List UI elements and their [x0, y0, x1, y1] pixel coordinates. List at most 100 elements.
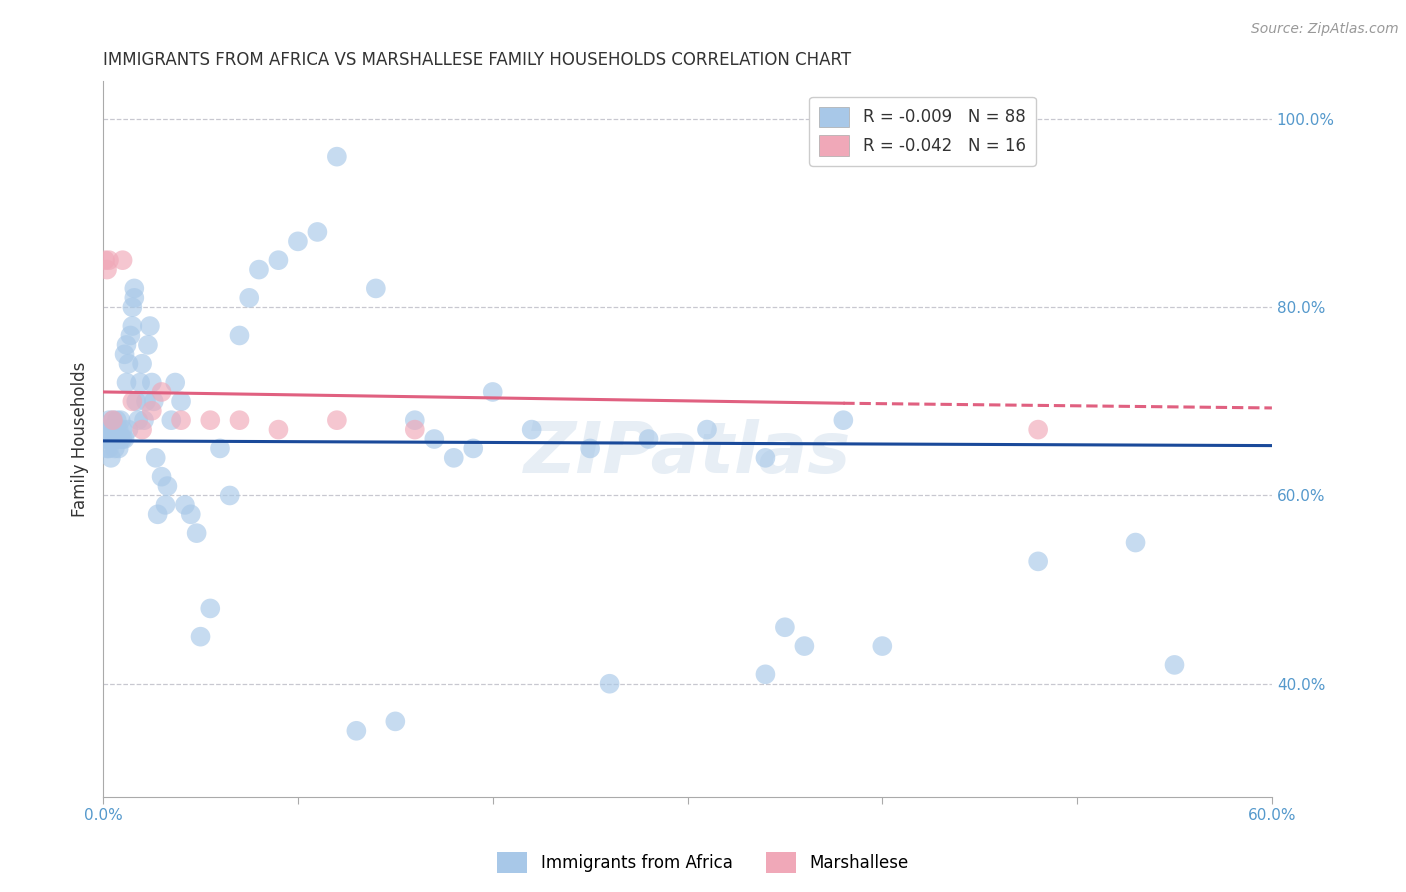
Point — [105, 423, 128, 437]
Point — [637, 432, 659, 446]
Point — [520, 423, 543, 437]
Point — [384, 714, 406, 729]
Point — [170, 394, 193, 409]
Point — [150, 384, 173, 399]
Point — [124, 281, 146, 295]
Point — [98, 432, 121, 446]
Point — [404, 423, 426, 437]
Point — [186, 526, 208, 541]
Point — [127, 413, 149, 427]
Point — [94, 432, 117, 446]
Point — [228, 413, 250, 427]
Point — [101, 413, 124, 427]
Point — [165, 376, 187, 390]
Point — [101, 423, 124, 437]
Point — [599, 677, 621, 691]
Point — [121, 319, 143, 334]
Point — [344, 723, 367, 738]
Point — [121, 300, 143, 314]
Point — [96, 423, 118, 437]
Point — [104, 432, 127, 446]
Point — [96, 262, 118, 277]
Point — [139, 319, 162, 334]
Point — [155, 498, 177, 512]
Point — [94, 253, 117, 268]
Point — [443, 450, 465, 465]
Point — [131, 423, 153, 437]
Point — [481, 384, 503, 399]
Point — [326, 150, 349, 164]
Point — [145, 450, 167, 465]
Point — [107, 442, 129, 456]
Point — [132, 413, 155, 427]
Point — [100, 432, 122, 446]
Text: IMMIGRANTS FROM AFRICA VS MARSHALLESE FAMILY HOUSEHOLDS CORRELATION CHART: IMMIGRANTS FROM AFRICA VS MARSHALLESE FA… — [103, 51, 851, 69]
Point — [180, 508, 202, 522]
Point — [1026, 423, 1049, 437]
Point — [267, 423, 290, 437]
Point — [793, 639, 815, 653]
Point — [754, 450, 776, 465]
Point — [129, 376, 152, 390]
Point — [267, 253, 290, 268]
Point — [773, 620, 796, 634]
Point — [150, 469, 173, 483]
Point — [115, 376, 138, 390]
Point — [170, 413, 193, 427]
Point — [579, 442, 602, 456]
Point — [142, 394, 165, 409]
Point — [100, 423, 122, 437]
Point — [190, 630, 212, 644]
Point — [238, 291, 260, 305]
Y-axis label: Family Households: Family Households — [72, 361, 89, 516]
Point — [307, 225, 329, 239]
Point — [208, 442, 231, 456]
Point — [125, 394, 148, 409]
Point — [124, 291, 146, 305]
Point — [136, 338, 159, 352]
Point — [121, 394, 143, 409]
Text: Source: ZipAtlas.com: Source: ZipAtlas.com — [1251, 22, 1399, 37]
Point — [160, 413, 183, 427]
Point — [110, 413, 132, 427]
Point — [100, 450, 122, 465]
Point — [96, 442, 118, 456]
Point — [120, 328, 142, 343]
Point — [101, 413, 124, 427]
Point — [141, 404, 163, 418]
Point — [1026, 554, 1049, 568]
Point — [98, 413, 121, 427]
Point — [131, 357, 153, 371]
Point — [326, 413, 349, 427]
Point — [141, 376, 163, 390]
Point — [156, 479, 179, 493]
Point — [115, 338, 138, 352]
Point — [101, 432, 124, 446]
Point — [404, 413, 426, 427]
Point — [872, 639, 894, 653]
Point — [364, 281, 387, 295]
Point — [287, 235, 309, 249]
Point — [463, 442, 485, 456]
Text: ZIPatlas: ZIPatlas — [524, 419, 851, 488]
Point — [111, 423, 134, 437]
Point — [1125, 535, 1147, 549]
Point — [105, 413, 128, 427]
Point — [104, 442, 127, 456]
Point — [114, 347, 136, 361]
Point — [1163, 657, 1185, 672]
Point — [98, 253, 121, 268]
Point — [696, 423, 718, 437]
Point — [174, 498, 197, 512]
Point — [832, 413, 855, 427]
Point — [754, 667, 776, 681]
Legend: Immigrants from Africa, Marshallese: Immigrants from Africa, Marshallese — [491, 846, 915, 880]
Point — [135, 394, 157, 409]
Point — [218, 488, 240, 502]
Point — [117, 357, 139, 371]
Point — [200, 601, 222, 615]
Point — [228, 328, 250, 343]
Point — [111, 432, 134, 446]
Point — [117, 423, 139, 437]
Legend: R = -0.009   N = 88, R = -0.042   N = 16: R = -0.009 N = 88, R = -0.042 N = 16 — [810, 97, 1036, 166]
